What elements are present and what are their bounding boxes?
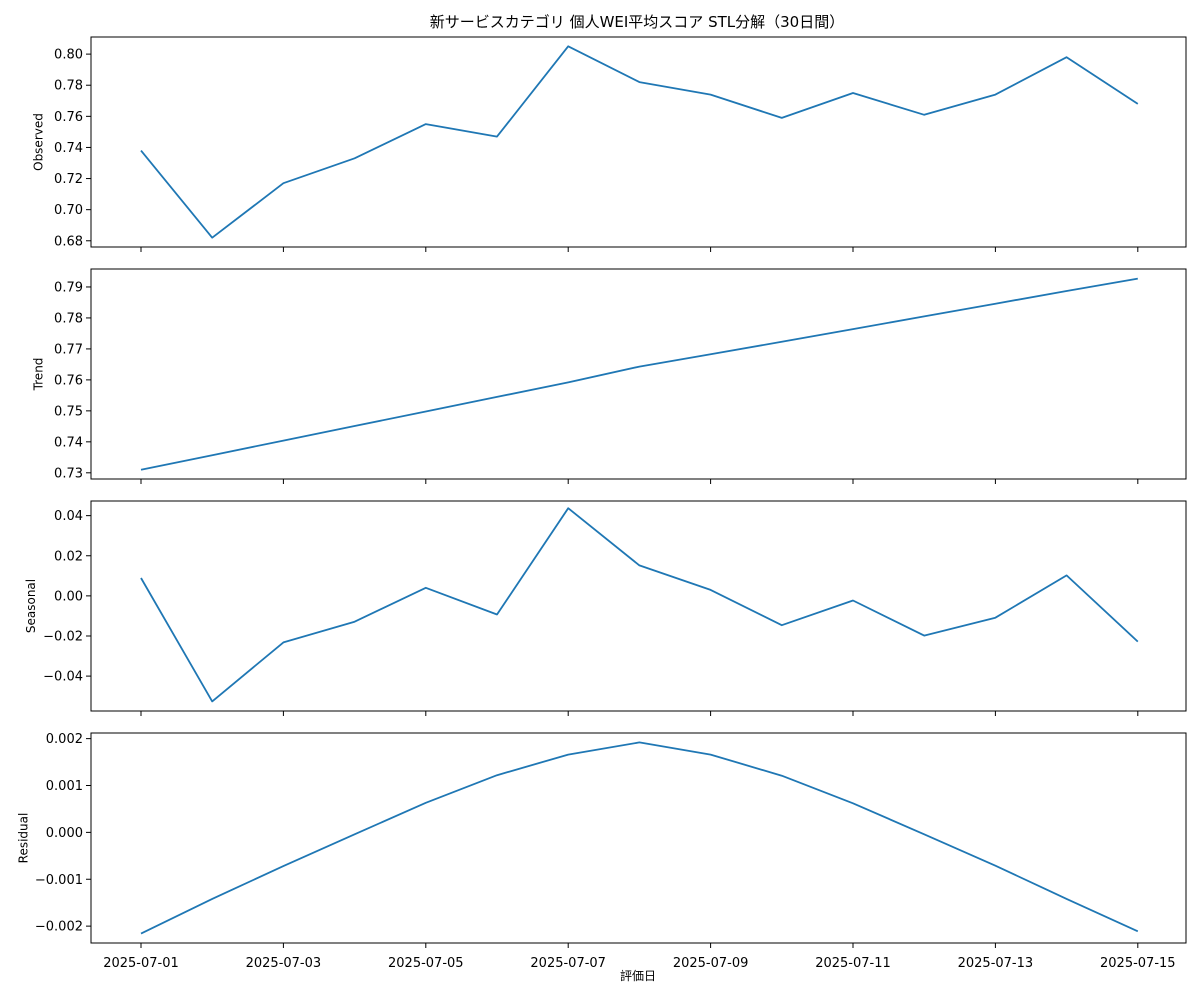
y-tick-label: 0.72: [54, 172, 83, 187]
y-tick-label: 0.00: [54, 589, 83, 604]
y-tick-label: 0.74: [54, 141, 83, 156]
y-tick-label: 0.74: [54, 435, 83, 450]
y-axis-label: Observed: [32, 113, 46, 171]
axes-frame: [90, 36, 1187, 248]
x-tick-label: 2025-07-07: [530, 956, 606, 971]
axes-frame: [90, 268, 1187, 480]
x-tick-label: 2025-07-13: [958, 956, 1034, 971]
y-tick-label: 0.79: [54, 280, 83, 295]
panel-observed: 0.68 0.70 0.72 0.74 0.76 0.78 0.80 Observed: [32, 36, 1187, 252]
panels-group: 0.68 0.70 0.72 0.74 0.76 0.78 0.80 Observed 0.73…: [16, 36, 1187, 971]
panel-trend: 0.73 0.74 0.75 0.76 0.77 0.78 0.79 Trend: [32, 268, 1187, 484]
figure-title: 新サービスカテゴリ 個人WEI平均スコア STL分解（30日間）: [430, 13, 844, 31]
y-tick-label: 0.001: [46, 779, 83, 794]
y-tick-label: 0.78: [54, 311, 83, 326]
y-tick-label: 0.68: [54, 234, 83, 249]
y-tick-label: 0.75: [54, 404, 83, 419]
y-tick-label: 0.002: [46, 732, 83, 747]
y-tick-label: 0.02: [54, 549, 83, 564]
y-tick-label: 0.000: [46, 826, 83, 841]
x-tick-label: 2025-07-11: [815, 956, 891, 971]
y-tick-label: 0.70: [54, 203, 83, 218]
y-tick-label: 0.80: [54, 48, 83, 63]
y-axis-label: Seasonal: [24, 579, 38, 633]
y-tick-label: −0.002: [35, 920, 83, 935]
y-tick-label: −0.04: [43, 670, 83, 685]
x-tick-label: 2025-07-09: [673, 956, 749, 971]
x-tick-label: 2025-07-01: [103, 956, 179, 971]
axes-frame: [90, 732, 1187, 944]
y-tick-label: 0.77: [54, 342, 83, 357]
y-axis-label: Trend: [32, 358, 46, 392]
y-tick-label: 0.76: [54, 373, 83, 388]
x-tick-label: 2025-07-05: [388, 956, 464, 971]
y-axis-label: Residual: [16, 813, 30, 864]
y-tick-label: 0.76: [54, 110, 83, 125]
series-line-seasonal: [140, 507, 1139, 703]
y-tick-label: −0.02: [43, 629, 83, 644]
x-tick-label: 2025-07-03: [246, 956, 322, 971]
x-tick-label: 2025-07-15: [1100, 956, 1176, 971]
y-tick-label: 0.78: [54, 79, 83, 94]
axes-frame: [90, 500, 1187, 712]
series-line-residual: [140, 741, 1139, 935]
y-tick-label: −0.001: [35, 873, 83, 888]
series-line-observed: [140, 45, 1139, 239]
series-line-trend: [140, 277, 1138, 471]
y-tick-label: 0.04: [54, 509, 83, 524]
panel-seasonal: −0.04 −0.02 0.00 0.02 0.04 Seasonal: [24, 500, 1187, 716]
x-axis-label: 評価日: [620, 968, 656, 983]
panel-residual: −0.002 −0.001 0.000 0.001 0.002 Residual 2025-…: [16, 732, 1187, 971]
y-tick-label: 0.73: [54, 466, 83, 481]
